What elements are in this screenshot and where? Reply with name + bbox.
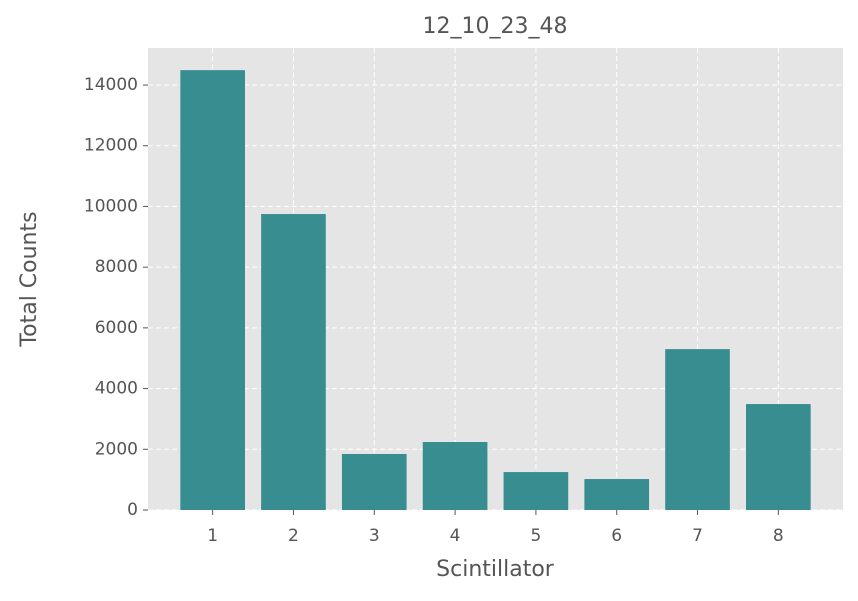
bar [746, 404, 811, 510]
bar [261, 214, 326, 510]
x-tick-label: 5 [530, 526, 541, 546]
bar [341, 453, 407, 510]
bar [584, 479, 650, 510]
x-tick-label: 3 [369, 526, 380, 546]
y-tick-label: 14000 [84, 75, 138, 95]
y-tick-label: 12000 [84, 136, 138, 156]
x-tick-label: 1 [207, 526, 218, 546]
y-tick-label: 4000 [95, 379, 138, 399]
y-tick-label: 6000 [95, 318, 138, 338]
bar [180, 70, 245, 511]
y-tick-label: 0 [127, 500, 138, 520]
y-tick-label: 2000 [95, 439, 138, 459]
x-tick-label: 7 [692, 526, 703, 546]
bar [422, 442, 488, 510]
x-tick-label: 6 [611, 526, 622, 546]
plot-area [148, 48, 843, 510]
x-axis-label: Scintillator [436, 557, 555, 582]
y-axis-label: Total Counts [17, 211, 42, 347]
bar [503, 472, 569, 510]
x-tick-label: 2 [288, 526, 299, 546]
bar [665, 349, 730, 510]
chart-title: 12_10_23_48 [423, 14, 568, 39]
y-tick-label: 10000 [84, 196, 138, 216]
x-tick-label: 8 [773, 526, 784, 546]
y-tick-label: 8000 [95, 257, 138, 277]
x-tick-label: 4 [450, 526, 461, 546]
